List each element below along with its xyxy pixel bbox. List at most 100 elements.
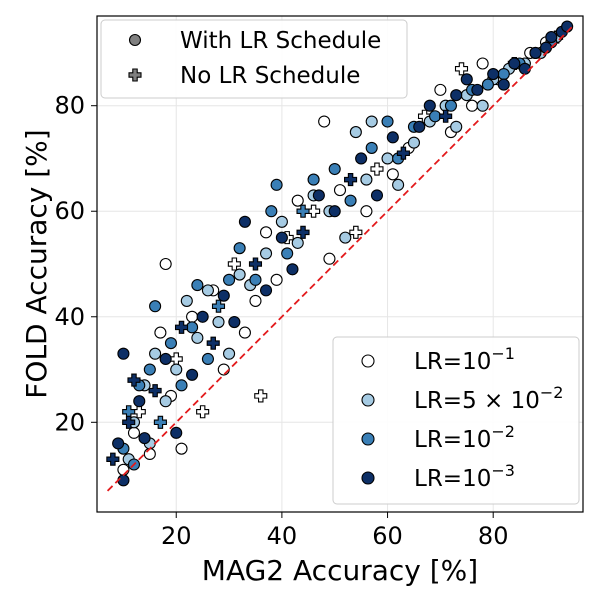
data-point xyxy=(439,109,453,123)
data-point xyxy=(248,257,263,271)
data-point xyxy=(159,257,172,271)
data-point xyxy=(275,231,288,244)
legend-label: With LR Schedule xyxy=(180,28,381,54)
data-point xyxy=(497,67,510,81)
data-point xyxy=(148,384,162,398)
data-point xyxy=(307,173,320,186)
data-point xyxy=(201,352,214,366)
legend-box xyxy=(332,336,580,505)
data-point xyxy=(476,99,489,112)
data-point xyxy=(259,226,273,239)
x-tick-label: 40 xyxy=(267,522,298,550)
data-point xyxy=(381,115,394,128)
legend-box xyxy=(100,19,408,99)
data-point xyxy=(328,205,341,218)
data-point xyxy=(127,373,141,387)
data-point xyxy=(497,78,510,91)
data-point xyxy=(186,310,199,323)
data-point xyxy=(545,31,558,44)
data-point xyxy=(344,173,358,187)
data-point xyxy=(223,347,236,360)
data-point xyxy=(318,115,331,128)
data-point xyxy=(211,299,226,313)
data-point xyxy=(466,99,479,112)
data-point xyxy=(370,189,384,202)
legend-marker xyxy=(128,68,142,82)
data-point xyxy=(349,225,363,239)
data-point xyxy=(117,474,130,487)
data-point xyxy=(355,152,368,165)
legend-label: No LR Schedule xyxy=(180,63,360,89)
data-point xyxy=(450,89,463,102)
data-point xyxy=(423,99,436,112)
data-point xyxy=(360,205,373,218)
data-point xyxy=(175,379,188,392)
y-tick-label: 60 xyxy=(54,197,85,225)
data-point xyxy=(249,273,262,286)
data-point xyxy=(149,300,162,313)
data-point xyxy=(106,452,120,466)
data-point xyxy=(444,99,457,112)
data-point xyxy=(138,432,151,445)
data-point xyxy=(392,178,405,191)
data-point xyxy=(196,405,210,419)
data-point xyxy=(471,83,484,96)
data-point xyxy=(281,247,294,260)
data-point xyxy=(434,83,447,96)
data-point xyxy=(370,162,384,176)
data-point xyxy=(265,205,278,218)
x-axis-label: MAG2 Accuracy [%] xyxy=(202,554,478,587)
data-point xyxy=(339,231,352,244)
data-point xyxy=(508,57,521,70)
data-point xyxy=(238,215,251,228)
data-point xyxy=(153,415,167,429)
data-point xyxy=(149,347,162,360)
data-point xyxy=(291,194,304,207)
data-point xyxy=(476,57,489,70)
data-point xyxy=(154,326,167,339)
data-point xyxy=(143,447,156,461)
data-point xyxy=(228,315,241,329)
data-point xyxy=(529,46,542,59)
legend-marker xyxy=(361,354,375,368)
data-point xyxy=(450,120,463,133)
legend-marker xyxy=(361,393,375,407)
legend-marker xyxy=(361,471,375,485)
data-point xyxy=(365,141,378,154)
legend-marker xyxy=(128,33,142,47)
data-point xyxy=(233,242,246,255)
data-point xyxy=(429,110,442,123)
data-point xyxy=(323,252,336,265)
data-point xyxy=(191,331,204,344)
data-point xyxy=(259,247,273,260)
data-point xyxy=(127,426,141,439)
data-point xyxy=(186,321,199,334)
data-point xyxy=(539,41,553,54)
data-point xyxy=(344,194,357,207)
data-point xyxy=(386,168,399,181)
data-point xyxy=(333,184,347,197)
data-point xyxy=(122,415,136,429)
data-point xyxy=(217,363,230,376)
x-tick-label: 20 xyxy=(161,522,192,550)
data-point xyxy=(413,120,426,133)
data-point xyxy=(275,215,288,228)
data-point xyxy=(223,273,236,286)
data-point xyxy=(291,236,304,249)
data-point xyxy=(201,284,214,297)
data-point xyxy=(381,152,394,165)
grid xyxy=(97,16,583,512)
legend-marker xyxy=(361,432,375,446)
data-point xyxy=(360,173,373,186)
data-point xyxy=(217,289,230,302)
data-point xyxy=(328,162,341,176)
data-point xyxy=(196,310,209,323)
data-point xyxy=(233,268,246,281)
y-axis-label: FOLD Accuracy [%] xyxy=(20,129,53,398)
data-point xyxy=(270,273,283,286)
data-point xyxy=(175,442,188,455)
y-tick-label: 80 xyxy=(54,92,85,120)
data-point xyxy=(407,136,421,149)
y-tick-label: 20 xyxy=(54,408,85,436)
legend-label: LR=10−2 xyxy=(414,422,515,453)
